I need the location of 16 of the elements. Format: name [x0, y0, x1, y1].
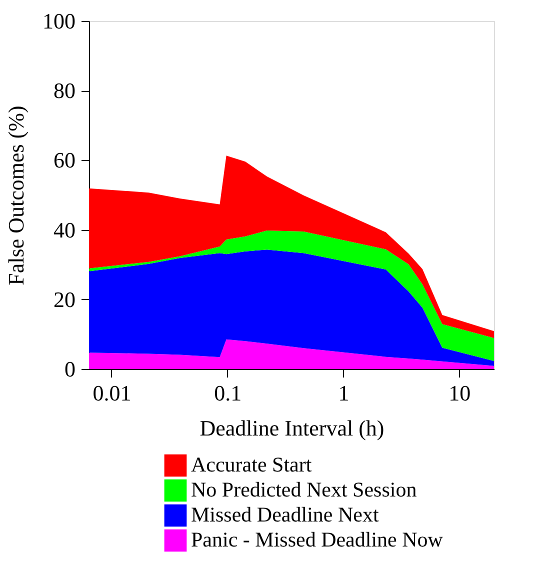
y-tick-label: 40: [54, 217, 76, 242]
x-axis-title: Deadline Interval (h): [200, 416, 384, 440]
x-tick-label: 1: [338, 380, 350, 406]
y-tick-label: 80: [54, 78, 76, 104]
legend-label: No Predicted Next Session: [191, 478, 418, 502]
y-tick-label: 0: [64, 356, 76, 382]
y-tick-label: 100: [42, 8, 76, 34]
legend-label: Accurate Start: [191, 452, 312, 476]
x-tick-label: 0.01: [92, 380, 132, 406]
y-tick-label: 60: [54, 148, 76, 173]
legend-label: Missed Deadline Next: [191, 502, 379, 526]
x-tick-label: 0.1: [214, 380, 242, 406]
y-axis-title: False Outcomes (%): [4, 106, 28, 286]
x-tick-label: 10: [448, 380, 471, 406]
legend-label: Panic - Missed Deadline Now: [191, 528, 444, 552]
y-tick-label: 20: [54, 286, 76, 312]
